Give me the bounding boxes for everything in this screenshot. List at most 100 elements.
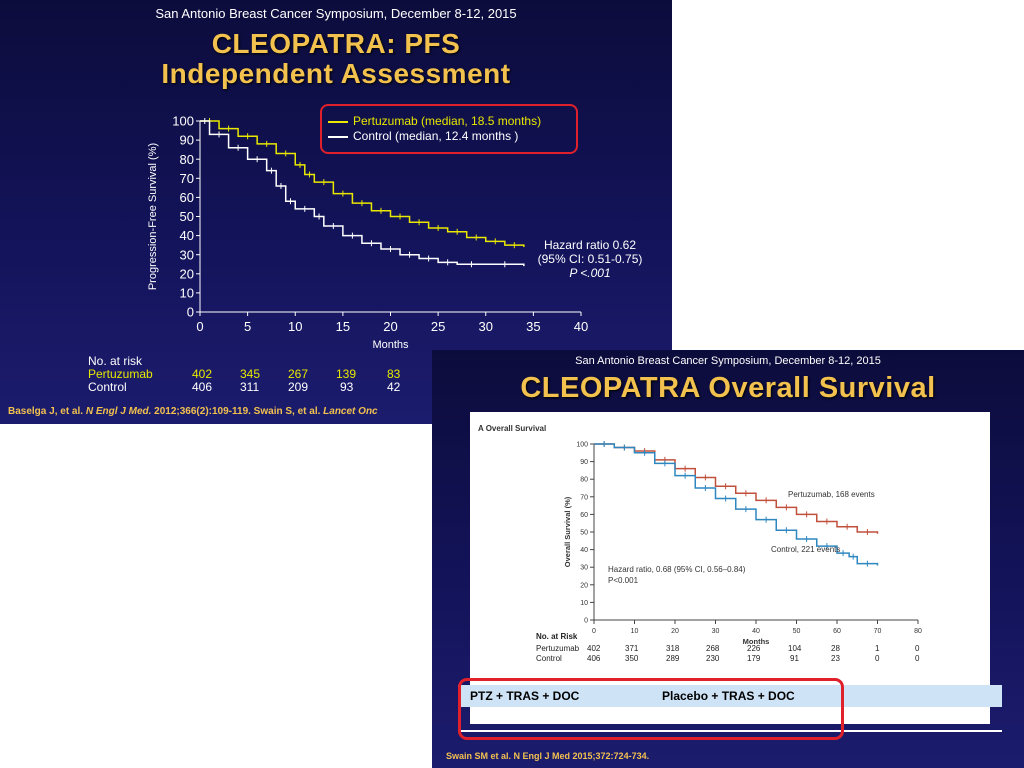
hr-text: = .0002 [921,711,965,725]
table-col2-value: 40.8 months [700,711,767,725]
risk-label-control: Control [88,380,127,394]
os-risk-value: 226 [747,644,761,653]
os-risk-value: 230 [706,654,720,663]
table-col1-value: 56.5 months [470,711,537,725]
y-tick-label: 20 [180,266,194,281]
os-risk-label-control: Control [536,654,562,663]
y-tick-label: 30 [580,565,588,572]
os-risk-label-pertuzumab: Pertuzumab [536,644,580,653]
x-tick-label: 80 [914,628,922,635]
slide-header: San Antonio Breast Cancer Symposium, Dec… [155,6,517,21]
y-tick-label: 0 [187,305,194,320]
pfs-chart: 0 10 20 30 40 50 60 70 80 90 100 0 5 10 15 20 25 30 35 40 Mo… [147,114,588,351]
x-tick-label: 60 [833,628,841,635]
legend-item-pertuzumab: Pertuzumab (median, 18.5 months) [353,114,542,128]
y-tick-label: 50 [580,529,588,536]
hr-text: HR = 0.68, [852,711,914,725]
risk-value: 406 [192,380,213,394]
y-tick-label: 10 [180,285,194,300]
os-risk-value: 23 [831,654,840,663]
y-tick-label: 70 [580,494,588,501]
y-tick-label: 80 [580,477,588,484]
series-line-1 [594,443,879,566]
citation: Swain SM et al. N Engl J Med 2015;372:72… [446,751,650,761]
x-tick-label: 40 [574,319,588,334]
series-line-0 [200,120,525,248]
os-risk-value: 91 [790,654,799,663]
slide-title-line2: Independent Assessment [161,58,511,89]
risk-value: 83 [387,367,401,381]
x-axis-label: Months [743,637,770,646]
y-tick-label: 60 [580,512,588,519]
panel-label: A Overall Survival [478,424,547,433]
os-risk-value: 318 [666,644,680,653]
citation-part: Baselga J, et al. [8,406,86,417]
slide-title-line1: CLEOPATRA: PFS [211,28,461,59]
os-risk-header: No. at Risk [536,632,578,641]
y-tick-label: 70 [180,171,194,186]
x-tick-label: 5 [244,319,251,334]
hazard-ci-line: (95% CI: 0.51-0.75) [537,252,643,266]
y-tick-label: 90 [180,133,194,148]
x-axis-label: Months [372,339,409,351]
os-hazard-line: Hazard ratio, 0.68 (95% CI, 0.56–0.84) [608,565,746,574]
y-tick-label: 40 [580,547,588,554]
x-tick-label: 20 [671,628,679,635]
hazard-ratio-line: Hazard ratio 0.62 [543,238,637,252]
y-axis-label: Progression-Free Survival (%) [147,143,159,290]
citation-journal: Lancet Onc [323,406,378,417]
x-tick-label: 30 [712,628,720,635]
y-tick-label: 40 [180,228,194,243]
series-line-1 [200,120,525,267]
citation-part: 2012;366(2):109-119. Swain S, et al. [151,406,324,417]
y-tick-label: 80 [180,152,194,167]
os-label-pertuzumab: Pertuzumab, 168 events [788,490,875,499]
risk-header: No. at risk [88,354,143,368]
legend-item-control: Control (median, 12.4 months ) [353,129,519,143]
results-table-value-row: 56.5 months 40.8 months HR = 0.68, P = .… [458,707,1002,731]
table-col1-header: PTZ + TRAS + DOC [470,689,580,703]
y-tick-label: 90 [580,459,588,466]
y-tick-label: 100 [172,114,194,129]
y-tick-label: 50 [180,209,194,224]
y-axis-label: Overall Survival (%) [563,496,572,567]
os-risk-value: 104 [788,644,802,653]
table-hr-value: HR = 0.68, P = .0002 [852,711,965,725]
x-tick-label: 20 [383,319,397,334]
os-risk-value: 350 [625,654,639,663]
risk-value: 139 [336,367,357,381]
risk-value: 209 [288,380,309,394]
slide-header: San Antonio Breast Cancer Symposium, Dec… [575,355,881,367]
x-tick-label: 70 [874,628,882,635]
os-risk-value: 402 [587,644,601,653]
os-hazard-text: Hazard ratio, 0.68 (95% CI, 0.56–0.84) P… [608,564,745,586]
citation: Baselga J, et al. N Engl J Med. 2012;366… [8,406,378,417]
slide-title: CLEOPATRA Overall Survival [520,372,936,404]
hr-p: P [913,711,922,725]
os-p-line: P<0.001 [608,576,639,585]
os-label-control: Control, 221 events [771,545,841,554]
x-tick-label: 15 [336,319,350,334]
y-tick-label: 20 [580,582,588,589]
x-tick-label: 0 [592,628,596,635]
y-tick-label: 60 [180,190,194,205]
os-risk-value: 179 [747,654,761,663]
risk-value: 42 [387,380,401,394]
os-chart-panel: A Overall Survival 0 10 20 30 40 50 60 70 80 90 10… [470,412,990,724]
os-risk-value: 28 [831,644,840,653]
highlight-box [458,678,844,740]
risk-label-pertuzumab: Pertuzumab [88,367,153,381]
os-risk-value: 1 [875,644,880,653]
os-risk-value: 0 [875,654,880,663]
y-tick-label: 10 [580,600,588,607]
x-tick-label: 30 [479,319,493,334]
hazard-p-line: P <.001 [569,266,611,280]
series-line-0 [594,443,879,534]
os-risk-value: 371 [625,644,639,653]
risk-value: 402 [192,367,213,381]
risk-value: 267 [288,367,309,381]
risk-value: 345 [240,367,261,381]
os-risk-value: 406 [587,654,601,663]
x-tick-label: 10 [631,628,639,635]
os-risk-value: 0 [915,644,920,653]
